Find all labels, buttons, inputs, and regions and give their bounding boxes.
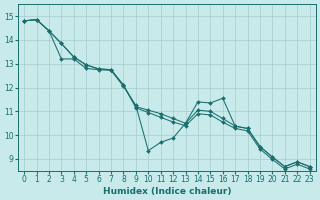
X-axis label: Humidex (Indice chaleur): Humidex (Indice chaleur) [103,187,231,196]
